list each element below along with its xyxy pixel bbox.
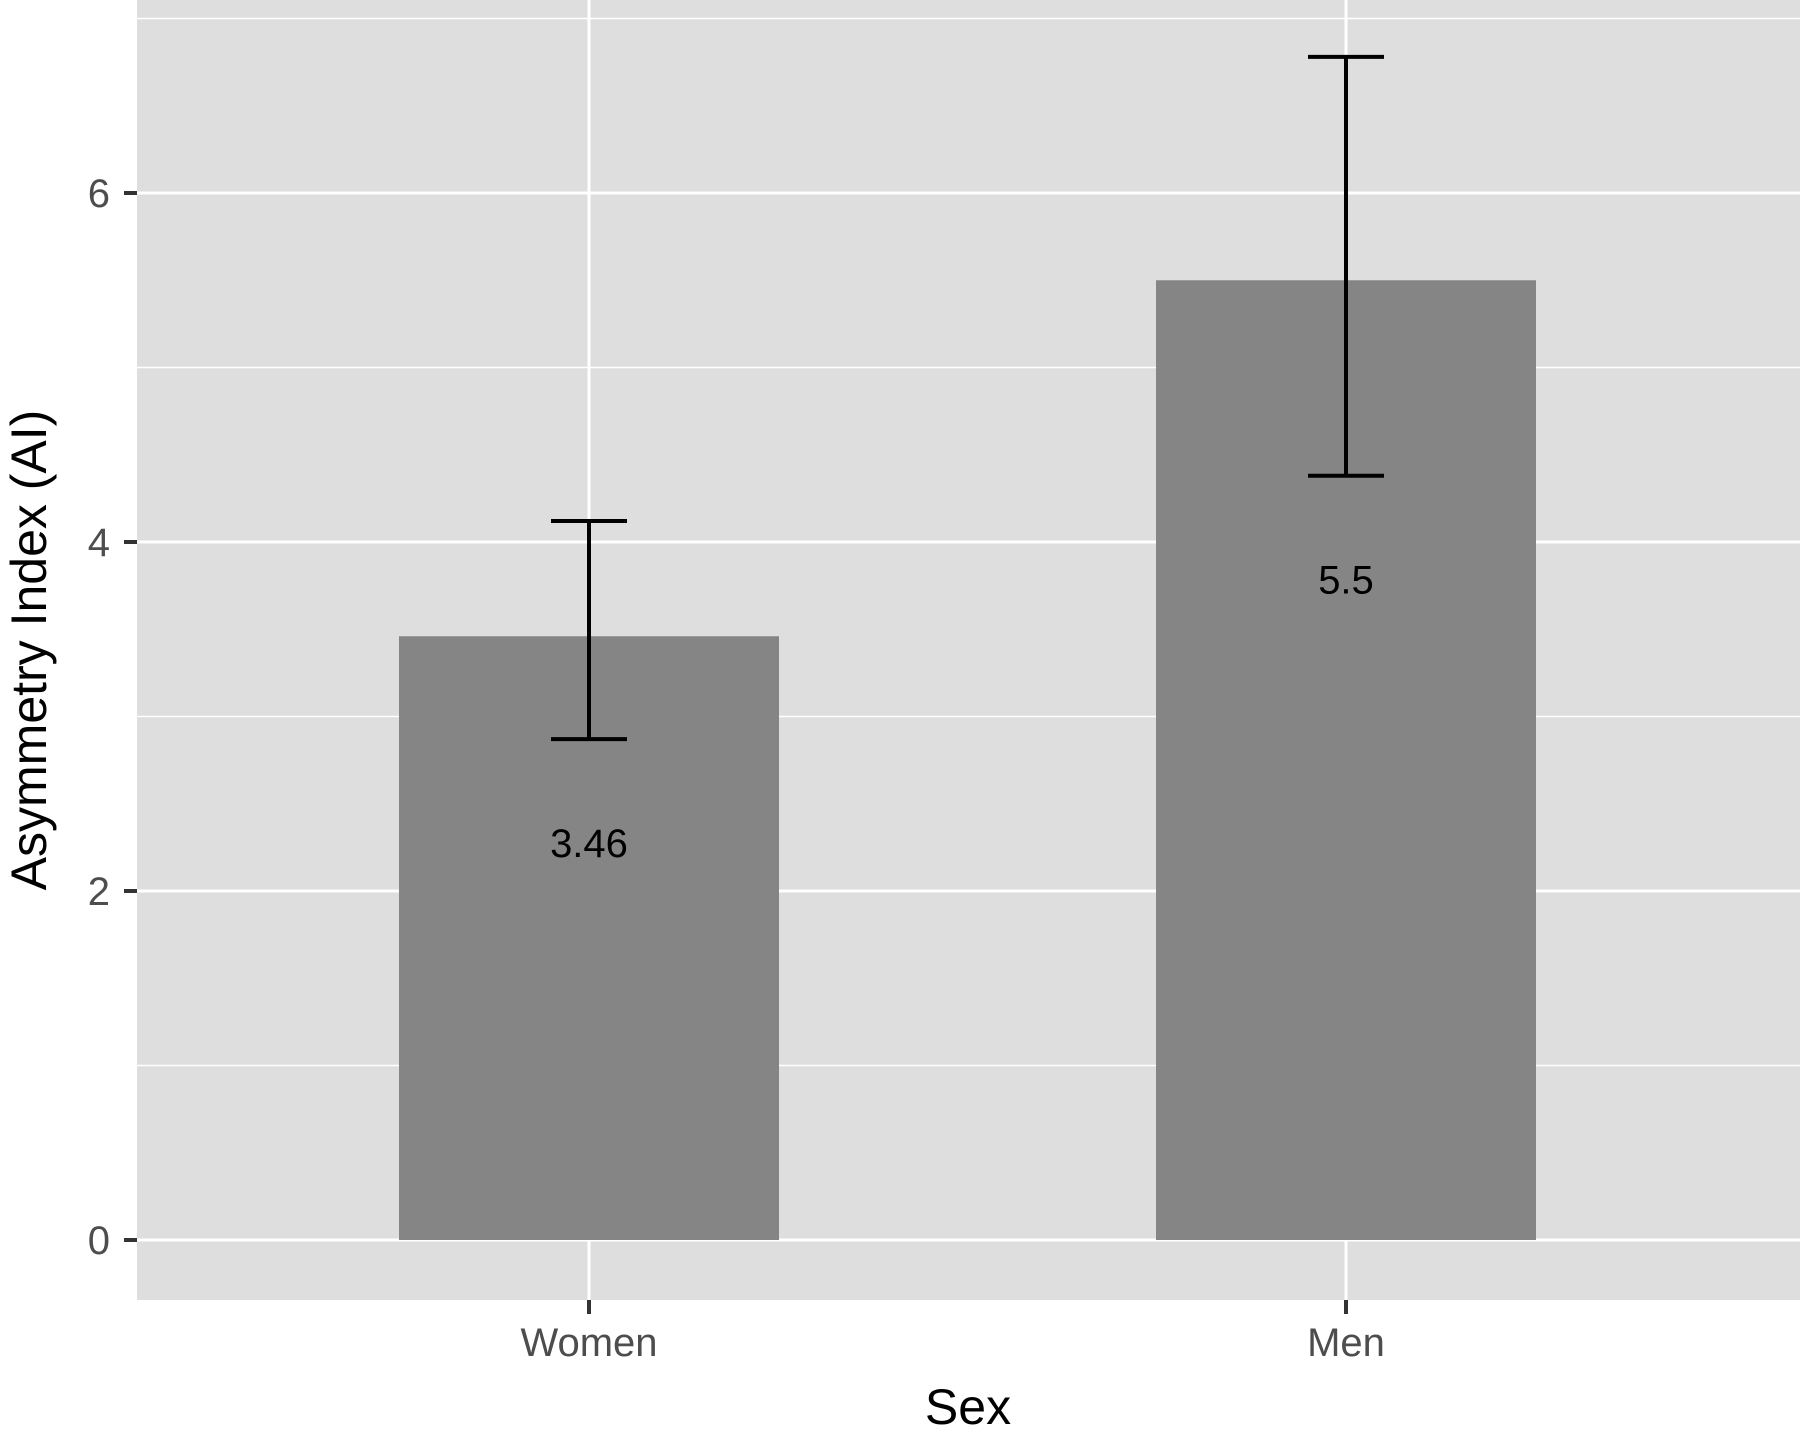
- error-bars: [551, 54, 1384, 742]
- data-label-men: 5.5: [1318, 559, 1374, 603]
- data-label-women: 3.46: [550, 822, 628, 866]
- y-axis: 0 2 4 6: [88, 172, 137, 1263]
- y-tick-label: 4: [88, 521, 110, 565]
- error-bar-women: [551, 519, 627, 742]
- error-bar-men: [1308, 54, 1384, 478]
- x-tick-label-women: Women: [520, 1321, 657, 1365]
- y-tick-label: 6: [88, 172, 110, 216]
- x-axis-title: Sex: [925, 1379, 1011, 1432]
- y-tick-label: 0: [88, 1219, 110, 1263]
- data-labels: 3.46 5.5: [550, 559, 1374, 866]
- x-axis: Women Men: [520, 1300, 1385, 1365]
- y-tick-label: 2: [88, 870, 110, 914]
- x-tick-label-men: Men: [1307, 1321, 1385, 1365]
- y-axis-title: Asymmetry Index (AI): [1, 410, 57, 891]
- plot-panel: [137, 0, 1800, 1300]
